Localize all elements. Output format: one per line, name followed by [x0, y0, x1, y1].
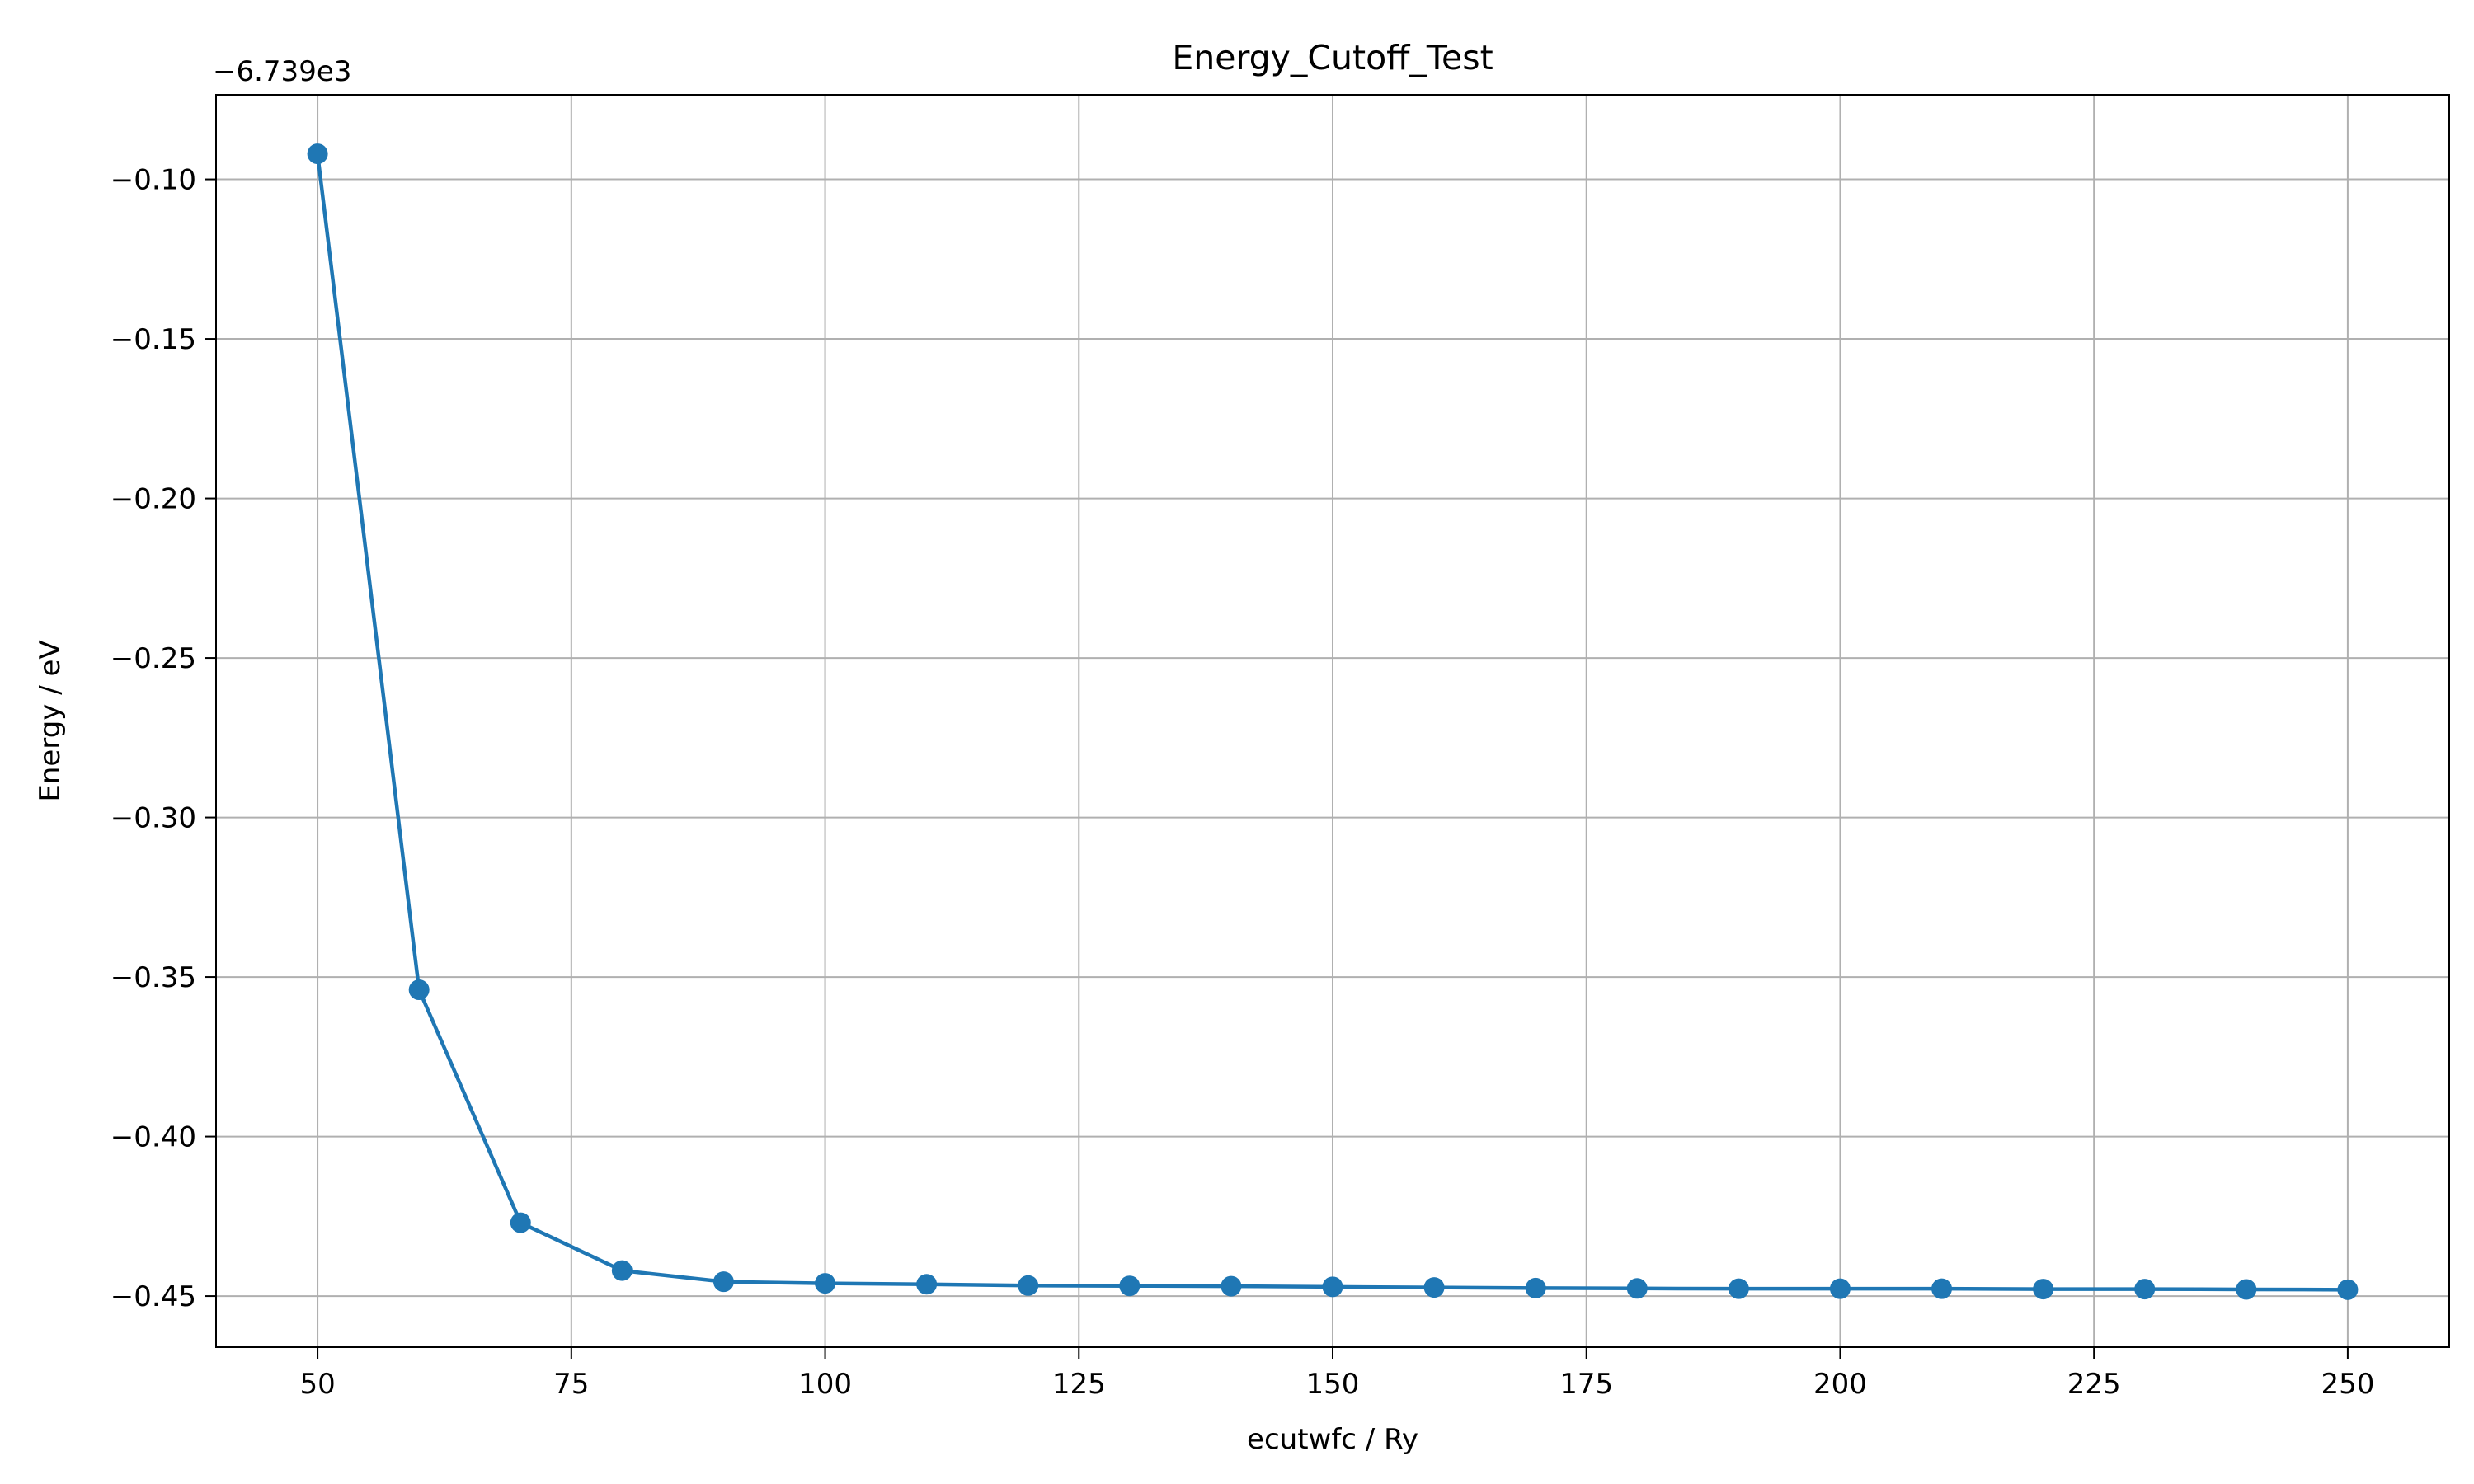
data-point	[2236, 1279, 2257, 1300]
data-point	[1423, 1277, 1445, 1298]
data-point	[408, 979, 430, 1001]
x-tick-label: 250	[2321, 1368, 2374, 1401]
x-tick-label: 75	[553, 1368, 589, 1401]
y-offset-label: −6.739e3	[213, 55, 351, 88]
data-point	[1018, 1275, 1039, 1296]
data-point	[2033, 1279, 2054, 1300]
data-point	[1525, 1277, 1546, 1298]
data-point	[2337, 1279, 2359, 1300]
x-axis-label: ecutwfc / Ry	[1247, 1423, 1418, 1456]
data-point	[713, 1271, 734, 1293]
y-axis-label: Energy / eV	[34, 640, 67, 801]
data-point	[916, 1274, 938, 1295]
data-point	[611, 1260, 633, 1281]
x-tick-label: 150	[1306, 1368, 1360, 1401]
x-tick-label: 200	[1813, 1368, 1867, 1401]
data-point	[1728, 1278, 1749, 1299]
y-tick-label: −0.45	[111, 1280, 196, 1313]
y-tick-label: −0.25	[111, 642, 196, 675]
y-tick-label: −0.35	[111, 961, 196, 994]
series-energy	[307, 143, 2359, 1300]
y-tick-label: −0.10	[111, 164, 196, 197]
axis-ticks: 50 75 100 125 150 175 200 225 250 −0.10 −0.15 −0.20…	[111, 164, 2375, 1401]
data-point	[1829, 1278, 1851, 1299]
data-point	[307, 143, 328, 165]
x-tick-label: 100	[798, 1368, 852, 1401]
x-tick-label: 125	[1052, 1368, 1106, 1401]
chart-title: Energy_Cutoff_Test	[1172, 38, 1493, 77]
y-tick-label: −0.20	[111, 483, 196, 516]
y-tick-label: −0.15	[111, 323, 196, 356]
data-point	[1626, 1278, 1648, 1299]
data-point	[2134, 1279, 2156, 1300]
y-tick-label: −0.30	[111, 802, 196, 835]
data-point	[1119, 1275, 1141, 1297]
y-tick-label: −0.40	[111, 1121, 196, 1154]
x-tick-label: 175	[1559, 1368, 1613, 1401]
x-tick-label: 225	[2067, 1368, 2121, 1401]
data-point	[510, 1212, 531, 1233]
data-point	[1322, 1276, 1343, 1298]
data-point	[1221, 1275, 1242, 1297]
data-point	[815, 1273, 836, 1294]
x-tick-label: 50	[299, 1368, 335, 1401]
data-point	[1931, 1278, 1953, 1299]
